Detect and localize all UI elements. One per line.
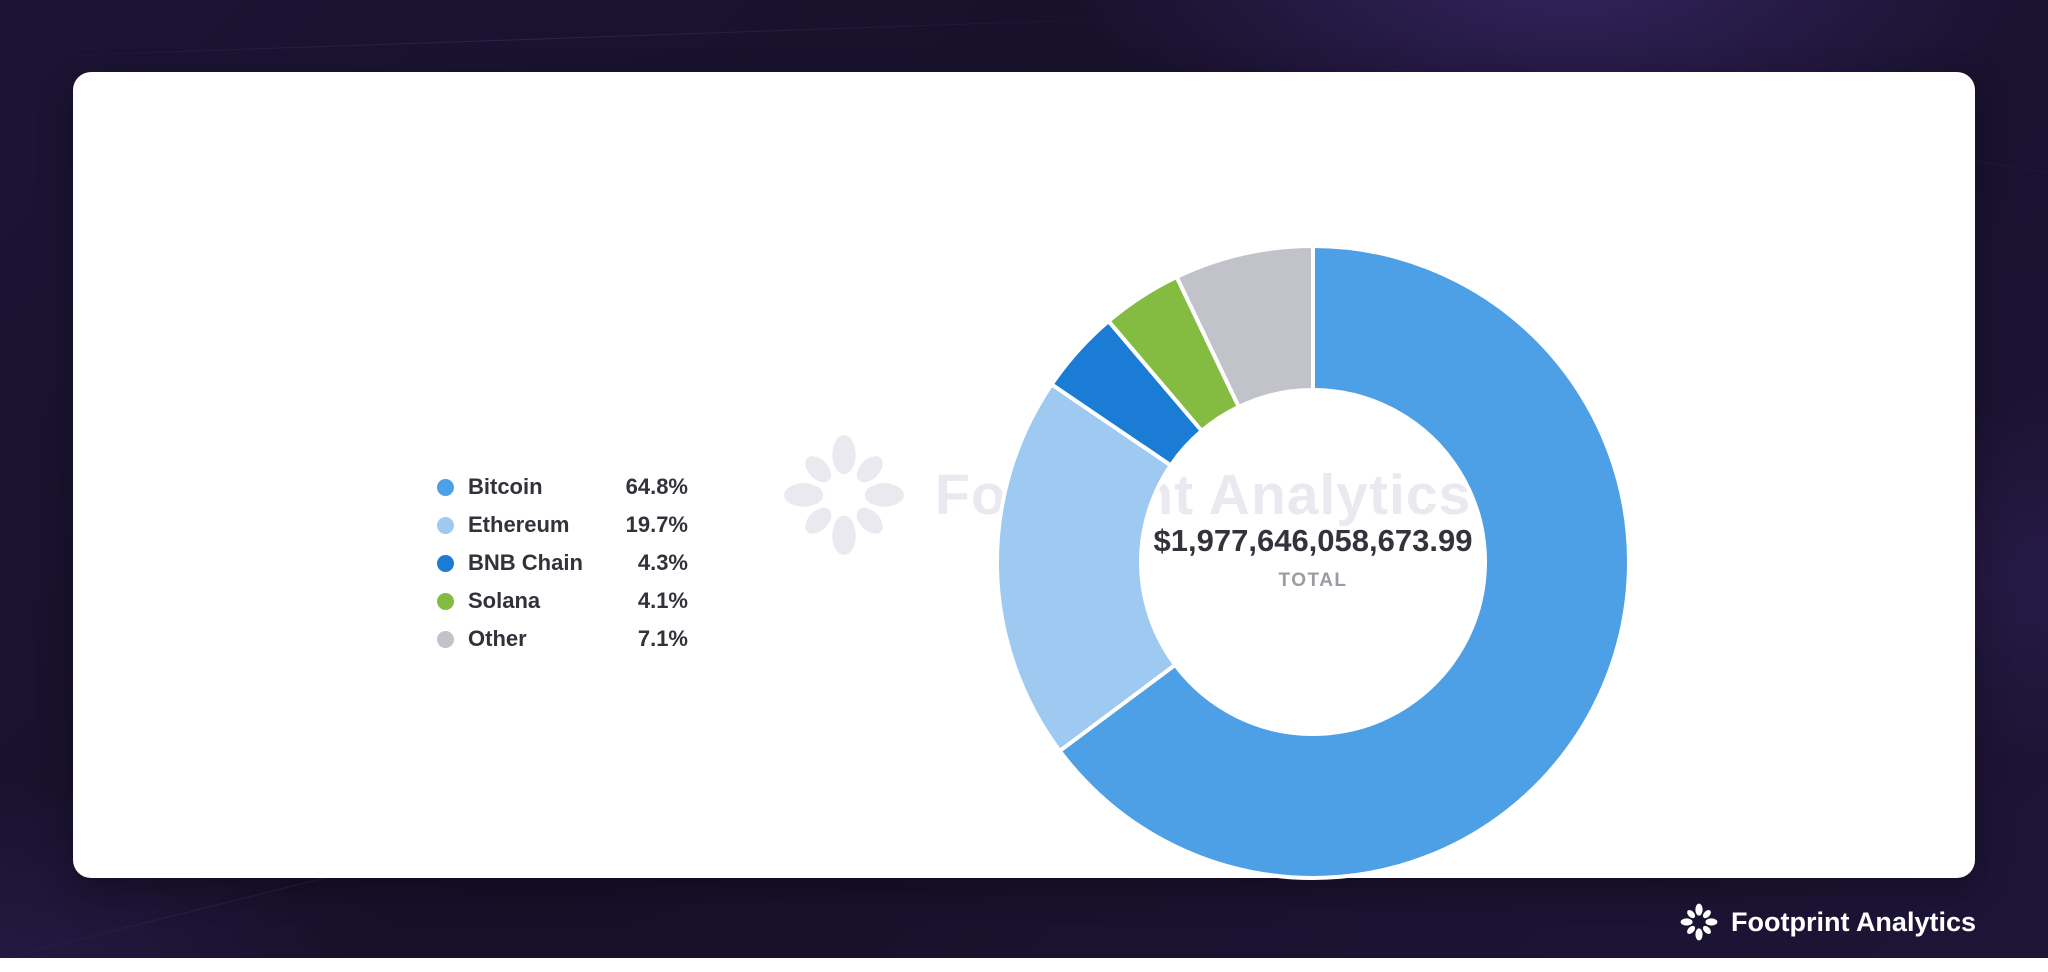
footprint-flower-icon — [1680, 903, 1718, 941]
legend-label: Ethereum — [468, 512, 570, 537]
legend-item-ethereum[interactable]: Ethereum 19.7% — [437, 506, 688, 544]
background-decor-line — [0, 15, 1188, 62]
legend-label: BNB Chain — [468, 550, 583, 575]
footprint-analytics-logo: Footprint Analytics — [1679, 902, 1976, 942]
donut-segment-ethereum[interactable] — [994, 381, 1178, 754]
legend-label: Other — [468, 626, 527, 651]
donut-segment-bitcoin[interactable] — [1056, 243, 1631, 880]
chart-legend: Bitcoin 64.8% Ethereum 19.7% BNB Chain 4.3% So… — [437, 468, 688, 658]
legend-item-bnb-chain[interactable]: BNB Chain 4.3% — [437, 544, 688, 582]
legend-value: 19.7% — [625, 512, 688, 537]
legend-label: Solana — [468, 588, 541, 613]
legend-item-bitcoin[interactable]: Bitcoin 64.8% — [437, 468, 688, 506]
donut-chart — [994, 243, 1631, 880]
legend-swatch-ethereum — [437, 516, 454, 534]
legend-value: 4.3% — [637, 550, 688, 575]
chart-card: Bitcoin 64.8% Ethereum 19.7% BNB Chain 4.3% So… — [73, 72, 1975, 880]
donut-segment-other[interactable] — [1173, 243, 1315, 410]
legend-swatch-bitcoin — [437, 478, 454, 496]
footprint-flower-icon — [784, 435, 904, 555]
legend-item-other[interactable]: Other 7.1% — [437, 620, 688, 658]
legend-value: 4.1% — [637, 588, 688, 613]
legend-label: Bitcoin — [468, 474, 543, 499]
legend-swatch-solana — [437, 592, 454, 610]
legend-swatch-bnb-chain — [437, 554, 454, 572]
legend-item-solana[interactable]: Solana 4.1% — [437, 582, 688, 620]
legend-value: 7.1% — [637, 626, 688, 651]
legend-swatch-other — [437, 630, 454, 648]
brand-text: Footprint Analytics — [1730, 906, 1976, 937]
legend-value: 64.8% — [625, 474, 688, 499]
